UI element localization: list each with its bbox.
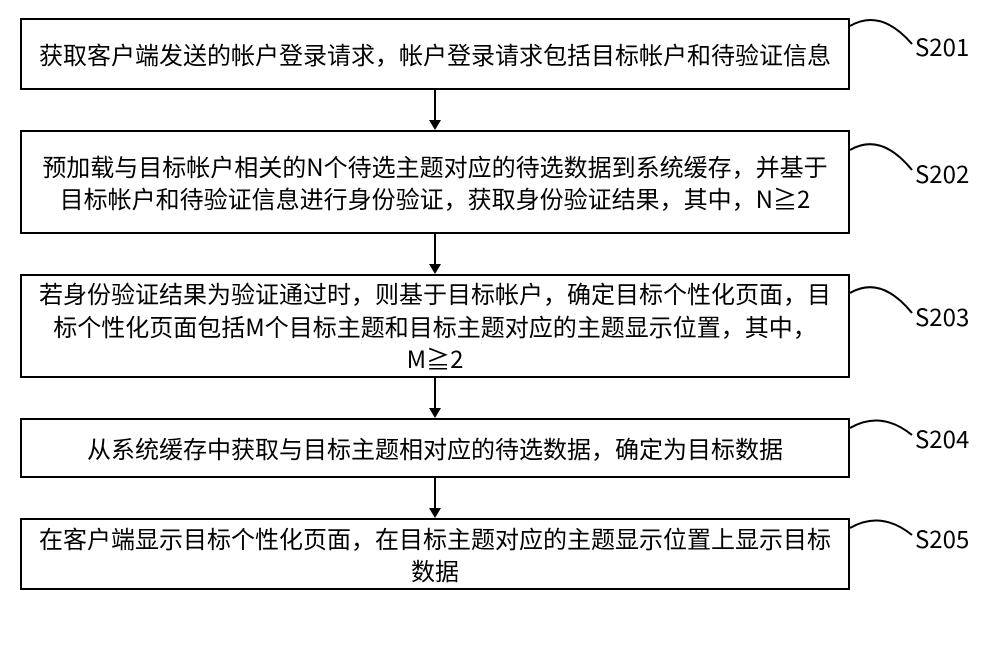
flow-arrow [0, 0, 1000, 659]
flowchart-canvas: 获取客户端发送的帐户登录请求，帐户登录请求包括目标帐户和待验证信息S201预加载… [0, 0, 1000, 659]
